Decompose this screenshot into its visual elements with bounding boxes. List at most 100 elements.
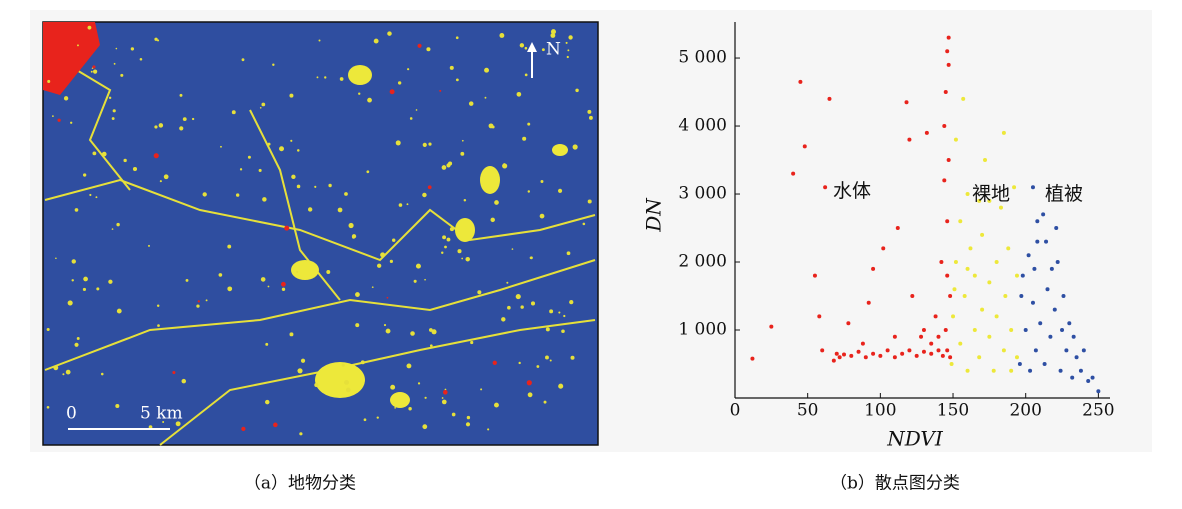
bare-land-speck	[494, 200, 499, 205]
bare-land-speck	[108, 279, 113, 284]
bare-land-speck	[341, 363, 345, 367]
point	[953, 137, 958, 142]
bare-land-speck	[132, 166, 138, 172]
bare-land-speck	[324, 76, 327, 79]
bare-land-speck	[345, 387, 351, 393]
bare-land-speck	[549, 309, 554, 314]
bare-land-speck	[241, 58, 245, 62]
x-tick-label: 150	[937, 401, 969, 421]
bare-land-speck	[587, 109, 592, 114]
point	[940, 353, 945, 358]
point	[1078, 368, 1083, 373]
bare-land-speck	[82, 287, 87, 291]
point	[962, 294, 967, 299]
point	[910, 294, 915, 299]
bare-land-speck	[239, 168, 243, 171]
x-tick-label: 200	[1009, 401, 1041, 421]
river	[44, 178, 596, 262]
point	[823, 185, 828, 190]
bare-land-speck	[265, 399, 270, 405]
bare-land-speck	[314, 383, 319, 388]
bare-land-speck	[296, 184, 301, 189]
point	[1038, 321, 1043, 326]
point	[942, 124, 947, 129]
point	[977, 198, 982, 203]
bare-land-speck	[289, 332, 294, 337]
bare-land-speck	[557, 188, 563, 193]
bare-land-speck	[371, 286, 374, 289]
bare-land-speck	[297, 368, 303, 374]
scale-end: 5 km	[140, 404, 183, 424]
bare-land-speck	[272, 156, 275, 158]
bare-land-speck	[558, 383, 564, 389]
point	[972, 273, 977, 278]
point	[1028, 368, 1033, 373]
point	[834, 351, 839, 356]
bare-land-speck	[516, 91, 522, 97]
bare-land-speck	[348, 222, 354, 229]
point	[1026, 253, 1031, 258]
point	[1009, 328, 1014, 333]
point	[1020, 273, 1025, 278]
y-tick-label: 2 000	[678, 252, 727, 272]
point	[1014, 355, 1019, 360]
bare-land-speck	[300, 358, 306, 363]
point	[860, 341, 865, 346]
bare-land-speck	[387, 31, 392, 36]
point	[798, 79, 803, 84]
bare-land-speck	[550, 33, 556, 38]
point	[1019, 294, 1024, 299]
point	[1042, 362, 1047, 367]
y-tick-label: 3 000	[678, 184, 727, 204]
bare-land-speck	[363, 418, 367, 422]
bare-land-speck	[162, 421, 165, 423]
bare-land-speck	[570, 355, 575, 360]
bare-land-speck	[260, 277, 266, 282]
bare-land-speck	[398, 203, 403, 207]
bare-land-speck	[273, 422, 278, 428]
bare-land-speck	[156, 39, 160, 42]
point	[802, 144, 807, 149]
bare-land-speck	[67, 300, 73, 306]
bare-land-speck	[422, 424, 428, 430]
bare-land-speck	[185, 278, 189, 282]
bare-land-speck	[558, 311, 561, 314]
bare-land-speck	[296, 270, 299, 273]
point	[846, 321, 851, 326]
bare-land-speck	[522, 136, 527, 141]
bare-land-speck	[355, 323, 360, 328]
point	[1049, 266, 1054, 271]
bare-land-speck	[159, 180, 162, 183]
bare-land-speck	[477, 290, 482, 295]
bare-land	[480, 166, 500, 194]
bare-land-speck	[466, 415, 471, 420]
bare-land-speck	[272, 63, 275, 66]
bare-land-speck	[527, 190, 531, 193]
point	[945, 348, 950, 353]
bare-land-speck	[582, 222, 586, 226]
bare-land-speck	[406, 203, 409, 206]
bare-land-speck	[337, 207, 343, 213]
bare-land-speck	[422, 192, 427, 198]
point	[827, 96, 832, 101]
point	[1090, 375, 1095, 380]
point	[907, 348, 912, 353]
bare-land-speck	[545, 327, 550, 332]
point	[1017, 362, 1022, 367]
bare-land-speck	[111, 228, 114, 230]
bare-land-speck	[501, 317, 506, 322]
point	[907, 137, 912, 142]
bare-land-speck	[428, 142, 432, 146]
point	[1055, 260, 1060, 265]
point	[1054, 226, 1059, 231]
bare-land-speck	[92, 65, 96, 69]
point	[1009, 368, 1014, 373]
bare-land-speck	[172, 370, 176, 375]
bare-land-speck	[567, 49, 570, 52]
point	[914, 353, 919, 358]
river	[44, 259, 596, 371]
y-tick-label: 1 000	[678, 320, 727, 340]
bare-land-speck	[65, 369, 71, 375]
region-label: 水体	[833, 180, 871, 202]
bare-land-speck	[281, 287, 286, 292]
